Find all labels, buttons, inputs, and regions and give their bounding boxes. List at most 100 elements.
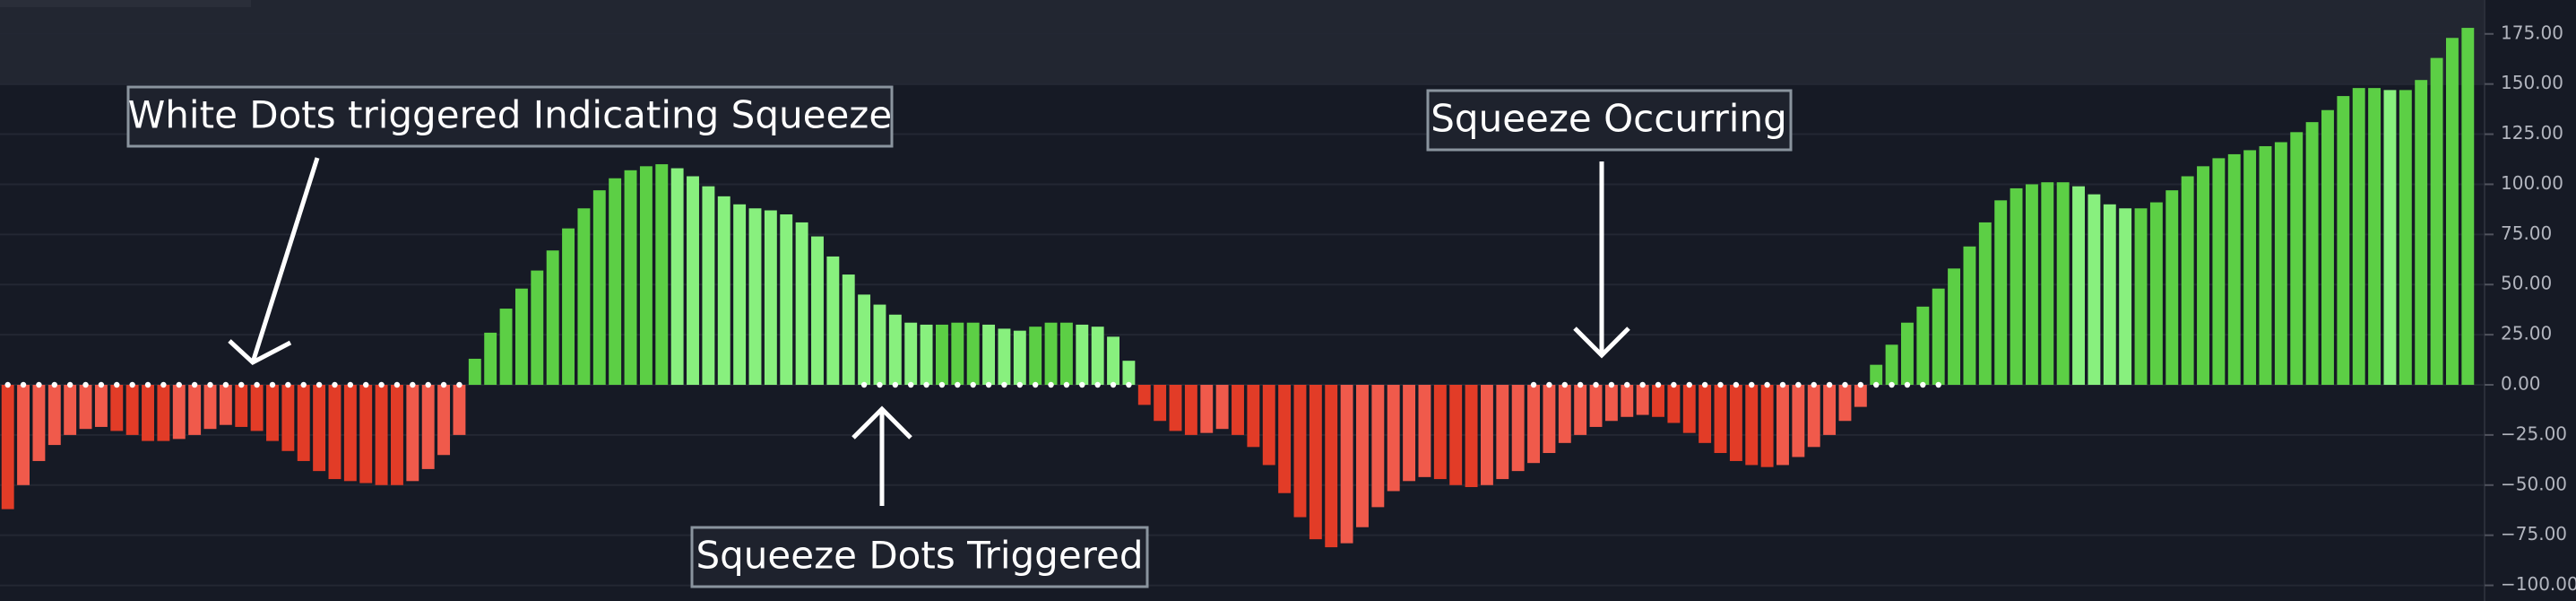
bar bbox=[1480, 385, 1493, 485]
squeeze-dot bbox=[440, 381, 447, 388]
squeeze-dot bbox=[347, 381, 354, 388]
bar bbox=[1807, 385, 1820, 448]
squeeze-dot bbox=[191, 381, 198, 388]
y-tick-label: 75.00 bbox=[2501, 222, 2552, 244]
bar bbox=[1122, 361, 1136, 386]
y-tick-label: 0.00 bbox=[2501, 373, 2541, 395]
bar bbox=[453, 385, 466, 435]
bar bbox=[687, 176, 699, 386]
y-tick-label: 100.00 bbox=[2501, 172, 2563, 194]
squeeze-dot bbox=[1655, 381, 1662, 388]
bar bbox=[1356, 385, 1369, 527]
bar bbox=[1154, 385, 1167, 422]
bar bbox=[1215, 385, 1229, 430]
bar bbox=[780, 213, 793, 386]
bar bbox=[250, 385, 264, 431]
squeeze-dot bbox=[300, 381, 307, 388]
squeeze-dot bbox=[1593, 381, 1599, 388]
bar bbox=[748, 208, 762, 386]
bar bbox=[951, 322, 964, 386]
bar bbox=[1137, 385, 1151, 405]
bar bbox=[936, 324, 948, 386]
bars bbox=[1, 28, 2475, 548]
squeeze-dot bbox=[1764, 381, 1770, 388]
bar bbox=[188, 385, 202, 435]
bar bbox=[655, 164, 669, 386]
squeeze-dot bbox=[269, 381, 276, 388]
bar bbox=[764, 210, 777, 386]
bar bbox=[1682, 385, 1696, 433]
squeeze-dot bbox=[1079, 381, 1085, 388]
squeeze-dot bbox=[129, 381, 135, 388]
annotation-box bbox=[126, 85, 894, 148]
bar bbox=[1729, 385, 1742, 461]
bar bbox=[437, 385, 451, 456]
squeeze-dot bbox=[222, 381, 229, 388]
bar bbox=[998, 328, 1011, 386]
bar bbox=[1418, 385, 1431, 477]
squeeze-dot bbox=[378, 381, 385, 388]
bar bbox=[1543, 385, 1556, 454]
bar bbox=[592, 190, 606, 386]
bar bbox=[1387, 385, 1400, 492]
squeeze-dot bbox=[363, 381, 369, 388]
bar bbox=[702, 186, 715, 386]
bar bbox=[2149, 202, 2163, 386]
squeeze-dot bbox=[1639, 381, 1646, 388]
squeeze-dot bbox=[66, 381, 73, 388]
y-tick-label: −100.00 bbox=[2501, 573, 2576, 595]
bar bbox=[297, 385, 310, 461]
bar bbox=[1044, 322, 1058, 386]
squeeze-dot bbox=[1063, 381, 1070, 388]
bar bbox=[1916, 306, 1930, 386]
bar bbox=[1760, 385, 1774, 467]
bar bbox=[2305, 122, 2319, 386]
bar bbox=[203, 385, 217, 430]
bar bbox=[795, 222, 808, 386]
bar bbox=[1667, 385, 1681, 423]
bar bbox=[1371, 385, 1385, 508]
bar bbox=[2383, 90, 2397, 386]
annotation-box bbox=[690, 526, 1149, 588]
bar bbox=[2181, 176, 2194, 386]
bar bbox=[982, 324, 996, 386]
bar bbox=[468, 358, 481, 386]
squeeze-dot bbox=[1795, 381, 1802, 388]
bar bbox=[1091, 327, 1104, 386]
bar bbox=[1325, 385, 1338, 548]
bar bbox=[2103, 204, 2116, 386]
bar bbox=[17, 385, 30, 485]
bar bbox=[48, 385, 61, 446]
bar bbox=[717, 196, 730, 386]
bar bbox=[1496, 385, 1509, 480]
bar bbox=[624, 170, 637, 386]
squeeze-dot bbox=[160, 381, 167, 388]
bar bbox=[1465, 385, 1478, 488]
bar bbox=[1699, 385, 1712, 443]
bar bbox=[1745, 385, 1759, 466]
y-tick-label: −25.00 bbox=[2501, 422, 2567, 444]
squeeze-dot bbox=[1608, 381, 1615, 388]
bar bbox=[2445, 38, 2459, 386]
y-tick-label: 175.00 bbox=[2501, 22, 2563, 43]
bar bbox=[842, 274, 855, 386]
bar bbox=[733, 204, 747, 386]
y-tick-label: 50.00 bbox=[2501, 273, 2552, 294]
squeeze-dot bbox=[1889, 381, 1895, 388]
arrow-head bbox=[228, 339, 292, 366]
squeeze-dot bbox=[938, 381, 946, 388]
squeeze-dot bbox=[254, 381, 260, 388]
grid bbox=[0, 32, 2485, 587]
bar bbox=[94, 385, 108, 427]
squeeze-dot bbox=[425, 381, 431, 388]
bar bbox=[1792, 385, 1805, 457]
bar bbox=[2290, 132, 2304, 386]
squeeze-dot bbox=[970, 381, 976, 388]
bar bbox=[888, 314, 902, 386]
squeeze-dot bbox=[1717, 381, 1724, 388]
squeeze-dot bbox=[1686, 381, 1692, 388]
bar bbox=[1604, 385, 1618, 422]
bar bbox=[328, 385, 341, 480]
bar bbox=[2321, 109, 2334, 386]
